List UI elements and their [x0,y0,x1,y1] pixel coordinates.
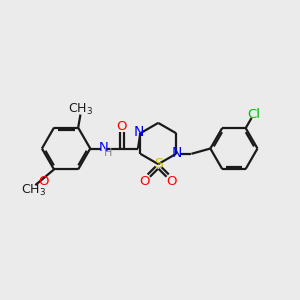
Text: S: S [154,157,163,171]
Text: O: O [140,175,150,188]
Text: O: O [167,175,177,188]
Text: Cl: Cl [247,108,260,121]
Text: CH$_3$: CH$_3$ [21,183,46,198]
Text: O: O [38,175,48,188]
Text: O: O [116,120,127,133]
Text: N: N [172,146,182,160]
Text: H: H [103,148,112,158]
Text: CH$_3$: CH$_3$ [68,102,93,117]
Text: N: N [99,141,108,154]
Text: N: N [134,125,144,139]
